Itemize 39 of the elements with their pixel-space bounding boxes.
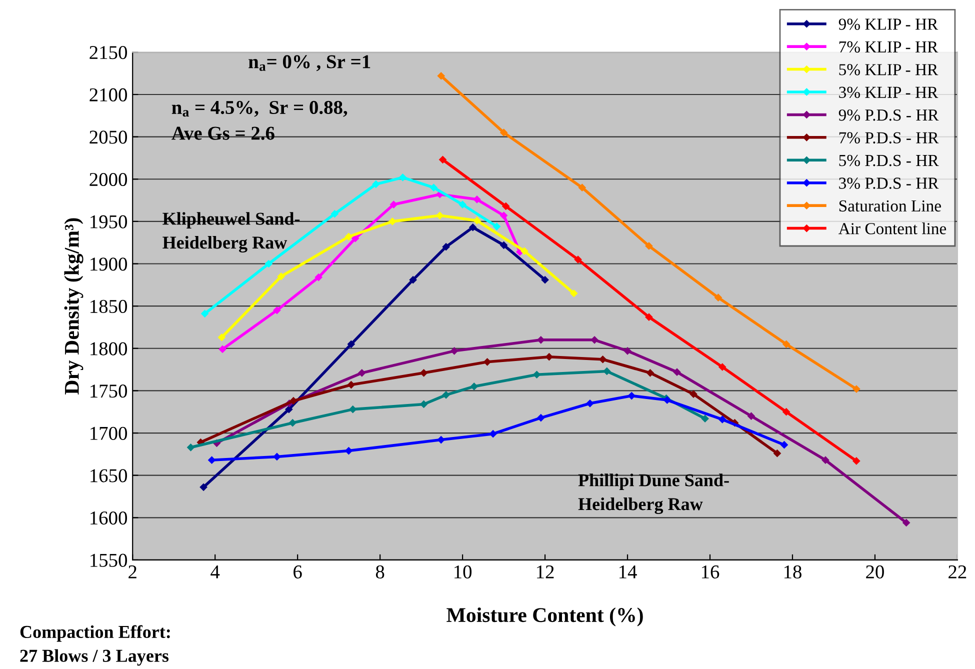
x-tick-label: 18 xyxy=(784,565,802,578)
y-tick-label: 2150 xyxy=(90,46,127,60)
y-tick-label: 1650 xyxy=(90,469,127,482)
y-tick-label: 1800 xyxy=(90,342,127,356)
x-tick-label: 8 xyxy=(376,565,384,578)
x-tick-label: 2 xyxy=(128,565,136,578)
legend-label: Saturation Line xyxy=(839,200,941,212)
x-tick-label: 12 xyxy=(537,565,554,578)
annotation: Phillipi Dune Sand- Heidelberg Raw xyxy=(578,474,729,514)
legend-label: 5% KLIP - HR xyxy=(839,64,938,76)
y-axis-title: Dry Density (kg/m³) xyxy=(64,218,84,394)
y-tick-label: 1850 xyxy=(90,300,127,314)
y-tick-label: 1600 xyxy=(90,511,127,525)
y-tick-label: 1900 xyxy=(90,258,127,271)
x-tick-label: 14 xyxy=(620,565,637,578)
legend-label: 5% P.D.S - HR xyxy=(839,154,939,166)
x-tick-label: 4 xyxy=(210,566,220,578)
legend-label: 9% P.D.S - HR xyxy=(838,109,939,121)
x-tick-label: 20 xyxy=(866,565,884,578)
y-tick-label: 1550 xyxy=(90,554,127,567)
legend-label: 7% P.D.S - HR xyxy=(839,132,939,144)
x-axis-title: Moisture Content (%) xyxy=(446,607,643,626)
annotation: n$_{a}$= 0% , Sr =1 xyxy=(248,55,370,72)
y-tick-label: 2050 xyxy=(90,130,127,144)
legend-label: 3% KLIP - HR xyxy=(839,86,938,98)
legend-label: Air Content line xyxy=(838,222,946,234)
y-tick-label: 1950 xyxy=(90,215,127,228)
legend-label: 3% P.D.S - HR xyxy=(839,178,939,189)
legend-label: 7% KLIP - HR xyxy=(839,41,938,53)
x-tick-label: 16 xyxy=(702,565,720,578)
x-tick-label: 6 xyxy=(294,565,302,578)
text: Compaction Effort: 27 Blows / 3 Layers xyxy=(20,625,170,666)
x-tick-label: 22 xyxy=(948,565,966,578)
y-tick-label: 2000 xyxy=(90,172,127,186)
y-tick-label: 2100 xyxy=(90,88,127,102)
y-tick-label: 1750 xyxy=(90,384,127,398)
legend-label: 9% KLIP - HR xyxy=(838,18,938,30)
x-tick-label: 10 xyxy=(454,565,472,578)
y-tick-label: 1700 xyxy=(90,426,127,440)
